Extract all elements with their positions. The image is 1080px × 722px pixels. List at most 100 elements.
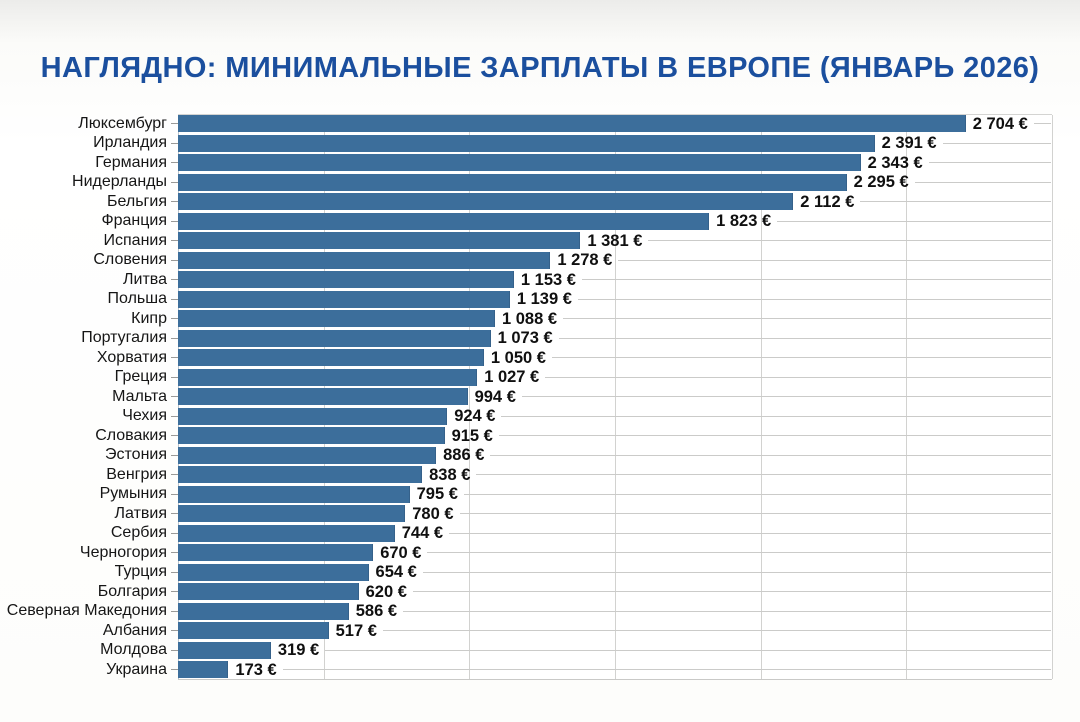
bar xyxy=(178,232,581,250)
category-label-cell: Словакия xyxy=(8,426,178,444)
plot-cell: 2 704 € xyxy=(178,114,1052,134)
axis-tick xyxy=(171,610,178,612)
bar xyxy=(178,544,374,562)
bar-row: Нидерланды 2 295 € xyxy=(8,173,1052,193)
leader-line xyxy=(463,493,1051,495)
category-label-cell: Черногория xyxy=(8,544,178,561)
vertical-gridline xyxy=(1052,115,1053,679)
country-label: Молдова xyxy=(100,641,167,659)
chart-rows: Люксембург 2 704 € Ирландия 2 391 € Германия… xyxy=(7,114,1052,680)
value-label: 586 € xyxy=(355,602,398,620)
leader-line xyxy=(490,454,1051,456)
bar-row: Болгария 620 € xyxy=(8,582,1052,602)
category-label-cell: Украина xyxy=(8,661,178,678)
bar-row: Испания 1 381 € xyxy=(8,231,1052,251)
country-label: Польша xyxy=(107,290,167,308)
plot-cell: 838 € xyxy=(178,465,1052,485)
plot-cell: 620 € xyxy=(178,582,1052,602)
bar xyxy=(178,622,329,640)
axis-tick xyxy=(171,415,178,417)
category-label-cell: Бельгия xyxy=(8,193,178,210)
value-label: 2 391 € xyxy=(881,134,937,152)
axis-tick xyxy=(171,279,178,281)
category-label-cell: Болгария xyxy=(8,583,178,600)
leader-line xyxy=(427,552,1051,554)
value-label: 1 139 € xyxy=(516,290,572,308)
bar xyxy=(178,485,410,503)
value-label: 517 € xyxy=(335,621,377,640)
category-label-cell: Португалия xyxy=(8,330,178,346)
leader-line xyxy=(412,591,1051,593)
bar xyxy=(178,251,551,269)
country-label: Кипр xyxy=(131,309,167,327)
bar-row: Латвия 780 € xyxy=(8,504,1052,524)
plot-cell: 915 € xyxy=(178,426,1052,446)
bar xyxy=(178,115,966,133)
leader-line xyxy=(777,220,1051,222)
value-label: 1 027 € xyxy=(484,368,540,386)
country-label: Мальта xyxy=(112,387,167,405)
axis-tick xyxy=(171,591,178,593)
leader-line xyxy=(459,513,1051,515)
category-label-cell: Люксембург xyxy=(8,115,178,132)
bar xyxy=(178,154,861,172)
leader-line xyxy=(325,649,1051,651)
plot-cell: 1 027 € xyxy=(178,368,1052,388)
bar-row: Сербия 744 € xyxy=(8,524,1052,544)
plot-cell: 1 153 € xyxy=(178,270,1052,290)
plot-cell: 744 € xyxy=(178,524,1052,544)
value-label: 838 € xyxy=(429,465,471,484)
value-label: 2 295 € xyxy=(853,173,909,191)
value-label: 1 381 € xyxy=(587,231,643,250)
bar-row: Литва 1 153 € xyxy=(8,270,1052,290)
country-label: Албания xyxy=(102,621,167,639)
country-label: Литва xyxy=(123,270,167,288)
category-label-cell: Албания xyxy=(8,621,178,639)
bar-row: Словакия 915 € xyxy=(8,426,1052,446)
plot-cell: 795 € xyxy=(178,485,1052,505)
category-label-cell: Словения xyxy=(8,252,178,268)
plot-cell: 2 295 € xyxy=(178,173,1052,193)
axis-tick xyxy=(171,220,178,222)
value-label: 620 € xyxy=(365,582,407,601)
leader-line xyxy=(928,162,1051,164)
plot-cell: 1 381 € xyxy=(178,231,1052,251)
bar xyxy=(178,583,359,601)
bar xyxy=(178,661,229,679)
value-label: 780 € xyxy=(412,504,454,523)
category-label-cell: Мальта xyxy=(8,387,178,405)
country-label: Франция xyxy=(101,212,167,230)
country-label: Сербия xyxy=(110,524,167,542)
plot-cell: 319 € xyxy=(178,641,1052,661)
bar-row: Хорватия 1 050 € xyxy=(8,348,1052,368)
category-label-cell: Литва xyxy=(8,270,178,288)
axis-tick xyxy=(171,298,178,300)
plot-cell: 780 € xyxy=(178,504,1052,524)
axis-tick xyxy=(171,123,178,125)
country-label: Испания xyxy=(103,231,168,249)
bar xyxy=(178,602,349,620)
country-label: Хорватия xyxy=(96,348,167,366)
bar-row: Кипр 1 088 € xyxy=(8,309,1052,329)
country-label: Словакия xyxy=(95,426,167,444)
value-label: 744 € xyxy=(401,524,444,542)
leader-line xyxy=(860,201,1051,203)
bar-row: Турция 654 € xyxy=(8,563,1052,583)
bar xyxy=(178,290,510,308)
axis-tick xyxy=(171,454,178,456)
plot-cell: 2 343 € xyxy=(178,153,1052,173)
axis-tick xyxy=(171,376,178,378)
leader-line xyxy=(521,396,1051,398)
axis-tick xyxy=(171,318,178,320)
plot-cell: 1 823 € xyxy=(178,212,1052,232)
bar-row: Словения 1 278 € xyxy=(8,251,1052,271)
axis-tick xyxy=(171,493,178,495)
bar xyxy=(178,641,271,659)
country-label: Словения xyxy=(93,251,167,269)
plot-cell: 1 088 € xyxy=(178,309,1052,329)
value-label: 924 € xyxy=(454,407,496,425)
axis-tick xyxy=(171,630,178,632)
value-label: 319 € xyxy=(277,641,320,659)
plot-cell: 994 € xyxy=(178,387,1052,407)
